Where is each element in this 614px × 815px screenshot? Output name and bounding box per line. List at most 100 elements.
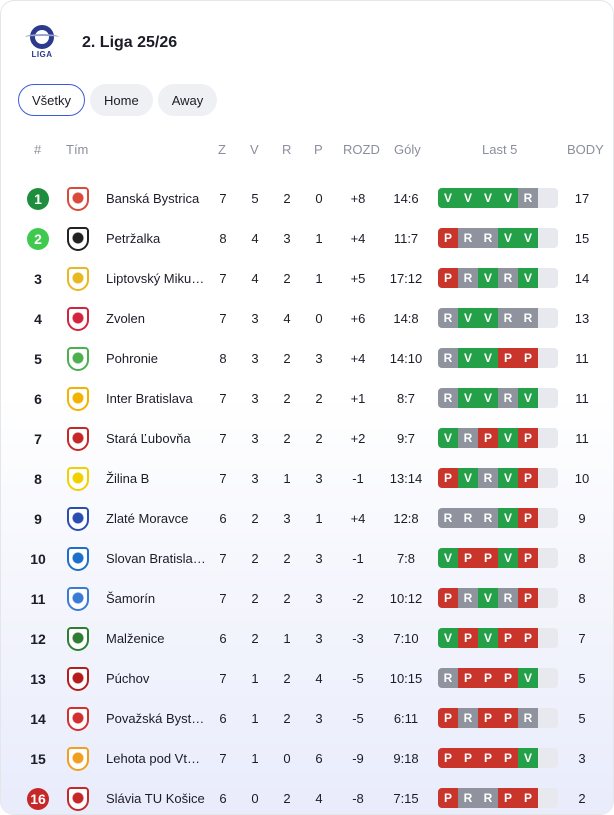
form-badge[interactable]: R: [438, 308, 458, 328]
form-badge[interactable]: V: [458, 348, 478, 368]
team-name[interactable]: Šamorín: [106, 591, 156, 606]
team-name[interactable]: Liptovský Mikuláš: [106, 271, 206, 286]
form-badge[interactable]: P: [438, 228, 458, 248]
table-row[interactable]: 3 Liptovský Mikuláš 7 4 2 1 +5 17:12 P R V R V 14: [1, 259, 613, 299]
form-badge[interactable]: V: [498, 468, 518, 488]
form-badge[interactable]: R: [458, 508, 478, 528]
col-points[interactable]: BODY: [567, 142, 604, 157]
table-row[interactable]: 5 Pohronie 8 3 2 3 +4 14:10 R V V P P 11: [1, 339, 613, 379]
table-row[interactable]: 14 Považská Bystrica 6 1 2 3 -5 6:11 P R P P R 5: [1, 699, 613, 739]
form-badge[interactable]: R: [518, 708, 538, 728]
form-badge[interactable]: R: [518, 308, 538, 328]
col-won[interactable]: V: [250, 142, 259, 157]
team-name[interactable]: Banská Bystrica: [106, 191, 200, 206]
form-badge[interactable]: V: [438, 428, 458, 448]
col-goals[interactable]: Góly: [394, 142, 421, 157]
form-badge[interactable]: V: [518, 228, 538, 248]
form-badge[interactable]: P: [518, 588, 538, 608]
form-badge[interactable]: P: [478, 748, 498, 768]
form-badge[interactable]: R: [458, 788, 478, 808]
form-badge[interactable]: P: [458, 668, 478, 688]
form-badge[interactable]: V: [478, 628, 498, 648]
form-badge[interactable]: R: [458, 428, 478, 448]
form-badge[interactable]: P: [498, 628, 518, 648]
form-badge[interactable]: V: [438, 188, 458, 208]
form-badge[interactable]: V: [518, 668, 538, 688]
form-badge[interactable]: V: [438, 548, 458, 568]
team-name[interactable]: Slovan Bratislava B: [106, 551, 206, 566]
form-badge[interactable]: V: [498, 548, 518, 568]
table-row[interactable]: 2 Petržalka 8 4 3 1 +4 11:7 P R R V V 15: [1, 219, 613, 259]
table-row[interactable]: 13 Púchov 7 1 2 4 -5 10:15 R P P P V 5: [1, 659, 613, 699]
form-badge[interactable]: V: [458, 188, 478, 208]
form-badge[interactable]: V: [518, 748, 538, 768]
form-badge[interactable]: P: [518, 508, 538, 528]
tab-away[interactable]: Away: [157, 84, 218, 116]
form-badge[interactable]: P: [478, 668, 498, 688]
table-row[interactable]: 7 Stará Ľubovňa 7 3 2 2 +2 9:7 V R P V P 11: [1, 419, 613, 459]
form-badge[interactable]: V: [498, 508, 518, 528]
form-badge[interactable]: R: [478, 228, 498, 248]
form-badge[interactable]: V: [458, 468, 478, 488]
form-badge[interactable]: R: [478, 468, 498, 488]
form-badge[interactable]: P: [438, 468, 458, 488]
form-badge[interactable]: R: [478, 508, 498, 528]
table-row[interactable]: 11 Šamorín 7 2 2 3 -2 10:12 P R V R P 8: [1, 579, 613, 619]
form-badge[interactable]: R: [438, 668, 458, 688]
form-badge[interactable]: R: [458, 708, 478, 728]
form-badge[interactable]: P: [518, 628, 538, 648]
form-badge[interactable]: V: [478, 268, 498, 288]
form-badge[interactable]: R: [438, 348, 458, 368]
form-badge[interactable]: R: [478, 788, 498, 808]
table-row[interactable]: 4 Zvolen 7 3 4 0 +6 14:8 R V V R R 13: [1, 299, 613, 339]
form-badge[interactable]: V: [478, 188, 498, 208]
col-drawn[interactable]: R: [282, 142, 292, 157]
team-name[interactable]: Malženice: [106, 631, 165, 646]
form-badge[interactable]: P: [438, 268, 458, 288]
form-badge[interactable]: V: [478, 348, 498, 368]
team-name[interactable]: Zlaté Moravce: [106, 511, 189, 526]
form-badge[interactable]: P: [498, 748, 518, 768]
form-badge[interactable]: P: [518, 548, 538, 568]
form-badge[interactable]: P: [478, 428, 498, 448]
form-badge[interactable]: V: [518, 268, 538, 288]
team-name[interactable]: Púchov: [106, 671, 150, 686]
form-badge[interactable]: V: [498, 428, 518, 448]
form-badge[interactable]: R: [458, 268, 478, 288]
table-row[interactable]: 1 Banská Bystrica 7 5 2 0 +8 14:6 V V V V R 17: [1, 179, 613, 219]
team-name[interactable]: Zvolen: [106, 311, 146, 326]
table-row[interactable]: 6 Inter Bratislava 7 3 2 2 +1 8:7 R V V R V 11: [1, 379, 613, 419]
team-name[interactable]: Petržalka: [106, 231, 161, 246]
form-badge[interactable]: P: [518, 428, 538, 448]
form-badge[interactable]: P: [498, 348, 518, 368]
form-badge[interactable]: R: [458, 588, 478, 608]
form-badge[interactable]: P: [518, 788, 538, 808]
tab-all[interactable]: Všetky: [18, 84, 86, 116]
form-badge[interactable]: P: [458, 548, 478, 568]
form-badge[interactable]: P: [438, 788, 458, 808]
form-badge[interactable]: V: [438, 628, 458, 648]
col-team[interactable]: Tím: [66, 142, 89, 157]
form-badge[interactable]: P: [438, 588, 458, 608]
form-badge[interactable]: R: [438, 508, 458, 528]
form-badge[interactable]: V: [458, 388, 478, 408]
form-badge[interactable]: P: [458, 748, 478, 768]
form-badge[interactable]: R: [498, 588, 518, 608]
form-badge[interactable]: P: [438, 708, 458, 728]
form-badge[interactable]: P: [518, 348, 538, 368]
form-badge[interactable]: V: [518, 388, 538, 408]
team-name[interactable]: Pohronie: [106, 351, 159, 366]
form-badge[interactable]: R: [438, 388, 458, 408]
team-name[interactable]: Žilina B: [106, 471, 150, 486]
table-row[interactable]: 9 Zlaté Moravce 6 2 3 1 +4 12:8 R R R V P 9: [1, 499, 613, 539]
form-badge[interactable]: P: [438, 748, 458, 768]
table-row[interactable]: 12 Malženice 6 2 1 3 -3 7:10 V P V P P 7: [1, 619, 613, 659]
col-pos[interactable]: #: [34, 142, 42, 157]
tab-home[interactable]: Home: [90, 84, 153, 116]
form-badge[interactable]: V: [478, 588, 498, 608]
form-badge[interactable]: V: [478, 388, 498, 408]
form-badge[interactable]: P: [498, 708, 518, 728]
form-badge[interactable]: V: [498, 228, 518, 248]
